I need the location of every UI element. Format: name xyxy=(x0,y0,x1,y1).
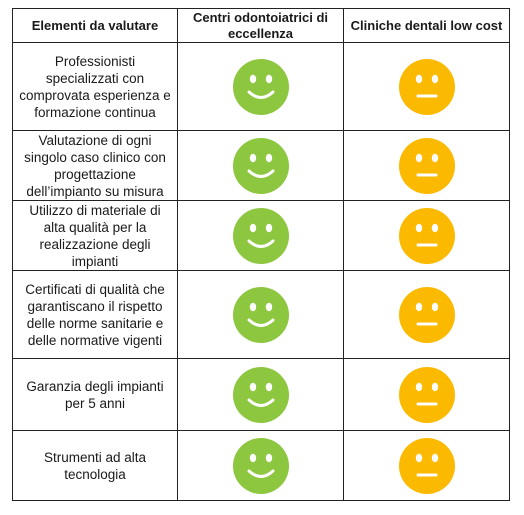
lowcost-cell xyxy=(343,270,510,359)
excellence-cell xyxy=(177,358,344,431)
neutral-face-icon xyxy=(398,366,455,423)
table-row: Garanzia degli impianti per 5 anni xyxy=(12,358,510,431)
row-criterion: Certificati di qualità che garantiscano … xyxy=(12,270,178,359)
neutral-face-icon xyxy=(398,207,455,264)
table-row: Strumenti ad alta tecnologia xyxy=(12,430,510,501)
table-row: Utilizzo di materiale di alta qualità pe… xyxy=(12,200,510,271)
comparison-table: Elementi da valutare Centri odontoiatric… xyxy=(12,8,510,501)
lowcost-cell xyxy=(343,42,510,131)
smiling-face-icon xyxy=(232,366,289,423)
row-criterion: Valutazione di ogni singolo caso clinico… xyxy=(12,130,178,201)
neutral-face-icon xyxy=(398,137,455,194)
header-criteria: Elementi da valutare xyxy=(12,8,178,43)
excellence-cell xyxy=(177,200,344,271)
lowcost-cell xyxy=(343,130,510,201)
smiling-face-icon xyxy=(232,286,289,343)
comparison-table-container: Elementi da valutare Centri odontoiatric… xyxy=(12,8,510,501)
excellence-cell xyxy=(177,42,344,131)
smiling-face-icon xyxy=(232,437,289,494)
header-excellence-centers: Centri odontoiatrici di eccellenza xyxy=(177,8,344,43)
row-criterion: Professionisti specializzati con comprov… xyxy=(12,42,178,131)
neutral-face-icon xyxy=(398,58,455,115)
neutral-face-icon xyxy=(398,437,455,494)
excellence-cell xyxy=(177,430,344,501)
header-lowcost-clinics: Cliniche dentali low cost xyxy=(343,8,510,43)
smiling-face-icon xyxy=(232,207,289,264)
table-row: Valutazione di ogni singolo caso clinico… xyxy=(12,130,510,201)
table-row: Certificati di qualità che garantiscano … xyxy=(12,270,510,359)
lowcost-cell xyxy=(343,358,510,431)
row-criterion: Utilizzo di materiale di alta qualità pe… xyxy=(12,200,178,271)
row-criterion: Strumenti ad alta tecnologia xyxy=(12,430,178,501)
neutral-face-icon xyxy=(398,286,455,343)
smiling-face-icon xyxy=(232,58,289,115)
excellence-cell xyxy=(177,130,344,201)
lowcost-cell xyxy=(343,430,510,501)
smiling-face-icon xyxy=(232,137,289,194)
lowcost-cell xyxy=(343,200,510,271)
excellence-cell xyxy=(177,270,344,359)
row-criterion: Garanzia degli impianti per 5 anni xyxy=(12,358,178,431)
table-row: Professionisti specializzati con comprov… xyxy=(12,42,510,131)
header-row: Elementi da valutare Centri odontoiatric… xyxy=(12,8,510,43)
